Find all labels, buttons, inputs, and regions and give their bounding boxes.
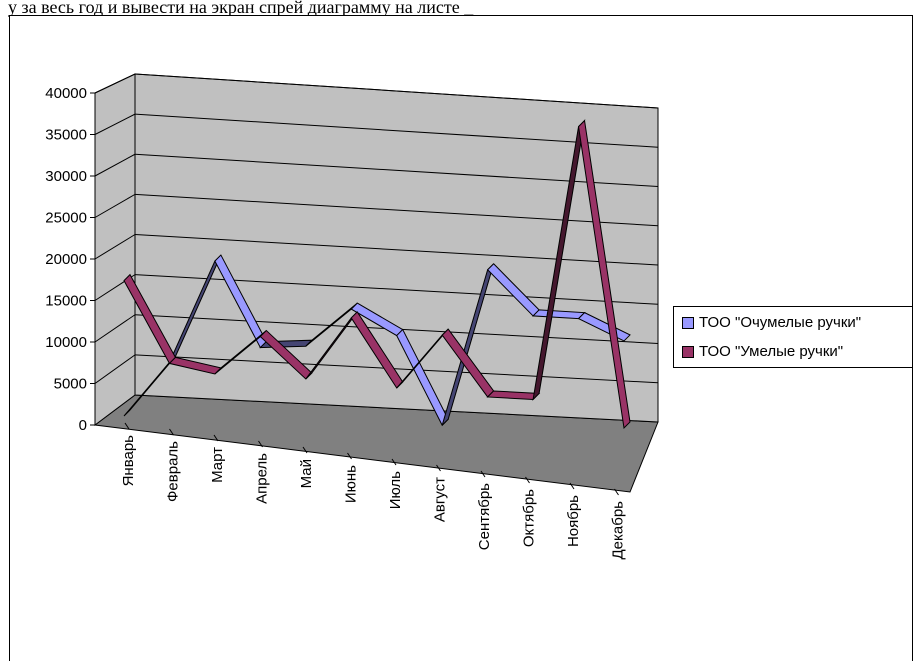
y-tick-label: 40000 [45,85,87,102]
x-tick-label: Март [209,447,226,483]
legend-swatch-ochumelye [682,317,694,329]
y-tick-label: 10000 [45,334,87,351]
y-tick-label: 30000 [45,168,87,185]
x-tick-label: Февраль [165,441,182,502]
x-tick-label: Июнь [343,465,360,503]
y-tick-label: 20000 [45,251,87,268]
legend-label-umelye: ТОО "Умелые ручки" [699,343,843,360]
x-tick-label: Август [432,477,449,522]
x-tick-label: Ноябрь [565,495,582,547]
x-tick-label: Октябрь [521,489,538,547]
x-tick-label: Декабрь [610,501,627,560]
y-tick-label: 25000 [45,210,87,227]
legend-label-ochumelye: ТОО "Очумелые ручки" [699,314,861,331]
y-tick-label: 35000 [45,127,87,144]
legend-swatch-umelye [682,346,694,358]
x-tick-label: Январь [120,435,137,487]
x-tick-label: Апрель [254,453,271,504]
y-tick-label: 15000 [45,293,87,310]
legend-item-umelye: ТОО "Умелые ручки" [682,343,843,360]
y-tick-label: 0 [79,417,87,434]
y-tick-label: 5000 [54,376,87,393]
x-tick-label: Июль [387,471,404,509]
x-tick-label: Сентябрь [476,483,493,550]
legend-item-ochumelye: ТОО "Очумелые ручки" [682,314,861,331]
x-tick-label: Май [298,459,315,488]
chart-side-wall [95,74,135,425]
chart-legend: ТОО "Очумелые ручки" ТОО "Умелые ручки" [673,306,913,368]
